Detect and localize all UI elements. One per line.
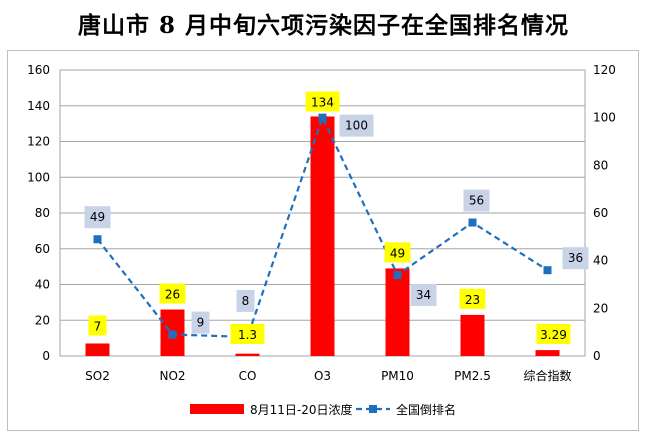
line-data-label: 9 xyxy=(197,316,205,330)
x-tick-label: NO2 xyxy=(159,369,185,383)
bar-label-box xyxy=(459,288,486,309)
legend-bar-label: 8月11日-20日浓度 xyxy=(250,402,353,417)
x-tick-label: SO2 xyxy=(85,369,110,383)
bar xyxy=(385,268,410,356)
chart-title: 唐山市 8 月中旬六项污染因子在全国排名情况 xyxy=(77,12,570,39)
line-data-label: 56 xyxy=(469,194,484,208)
bar-data-label: 49 xyxy=(390,246,405,260)
y-right-tick-label: 20 xyxy=(593,301,608,315)
chart-frame xyxy=(7,50,639,431)
bar xyxy=(310,116,335,356)
legend: 8月11日-20日浓度 全国倒排名 xyxy=(190,402,456,417)
x-tick-label: 综合指数 xyxy=(523,368,571,383)
legend-line-label: 全国倒排名 xyxy=(396,402,456,417)
line-label-box xyxy=(562,247,589,270)
legend-line-marker xyxy=(369,405,377,413)
y-left-tick-label: 60 xyxy=(35,242,50,256)
bar-data-label: 134 xyxy=(311,95,334,109)
line-label-box xyxy=(410,283,437,306)
y-right-tick-label: 100 xyxy=(593,111,616,125)
y-right-tick-label: 80 xyxy=(593,158,608,172)
y-left-tick-label: 120 xyxy=(27,135,50,149)
line-data-label: 36 xyxy=(568,251,583,265)
bar-data-label: 23 xyxy=(465,293,480,307)
bar-label-box xyxy=(230,324,265,344)
line-data-label: 34 xyxy=(416,288,431,302)
line-point xyxy=(93,235,102,244)
y-left-tick-label: 160 xyxy=(27,63,50,77)
bar-label-box xyxy=(305,91,340,112)
bar xyxy=(235,353,260,356)
bar-series xyxy=(85,116,560,356)
line-point xyxy=(543,266,552,275)
y-left-tick-label: 100 xyxy=(27,170,50,184)
axes: 0 20 40 60 80 100 120 140 160 0 20 40 60 80 100 120 SO2 N… xyxy=(27,63,616,383)
line-label-box xyxy=(463,189,490,212)
bar xyxy=(460,314,485,356)
bar-label-box xyxy=(88,315,107,336)
y-right-tick-label: 60 xyxy=(593,206,608,220)
y-right-tick-label: 0 xyxy=(593,349,601,363)
line-point xyxy=(318,113,327,122)
bar-label-box xyxy=(159,283,186,304)
bar-label-box xyxy=(384,242,411,263)
legend-bar-swatch xyxy=(190,404,244,414)
x-tick-label: O3 xyxy=(314,369,331,383)
y-left-tick-label: 80 xyxy=(35,206,50,220)
line-data-label: 100 xyxy=(345,119,368,133)
y-left-tick-label: 140 xyxy=(27,99,50,113)
line-label-box xyxy=(84,206,111,229)
line-point xyxy=(468,218,477,227)
bar-data-label: 3.29 xyxy=(540,328,567,342)
x-tick-label: PM10 xyxy=(381,369,414,383)
bar-label-box xyxy=(536,324,571,344)
line-label-box xyxy=(339,114,374,137)
line-data-label: 49 xyxy=(90,210,105,224)
y-right-tick-label: 40 xyxy=(593,254,608,268)
y-left-tick-label: 40 xyxy=(35,278,50,292)
line-point xyxy=(393,270,402,279)
x-tick-label: CO xyxy=(239,369,257,383)
bar xyxy=(535,350,560,356)
data-labels: 7 26 1.3 134 49 23 3.29 49 9 8 100 34 56 36 xyxy=(84,91,589,344)
y-left-tick-label: 0 xyxy=(42,349,50,363)
bar-data-label: 1.3 xyxy=(238,328,257,342)
line-label-box xyxy=(191,311,210,334)
y-right-tick-label: 120 xyxy=(593,63,616,77)
line-data-label: 8 xyxy=(242,294,250,308)
bar-data-label: 26 xyxy=(165,288,180,302)
line-label-box xyxy=(236,289,255,312)
bar xyxy=(85,343,110,356)
bar-data-label: 7 xyxy=(94,319,102,333)
line-point xyxy=(168,330,177,339)
x-tick-label: PM2.5 xyxy=(454,369,491,383)
y-left-tick-label: 20 xyxy=(35,313,50,327)
